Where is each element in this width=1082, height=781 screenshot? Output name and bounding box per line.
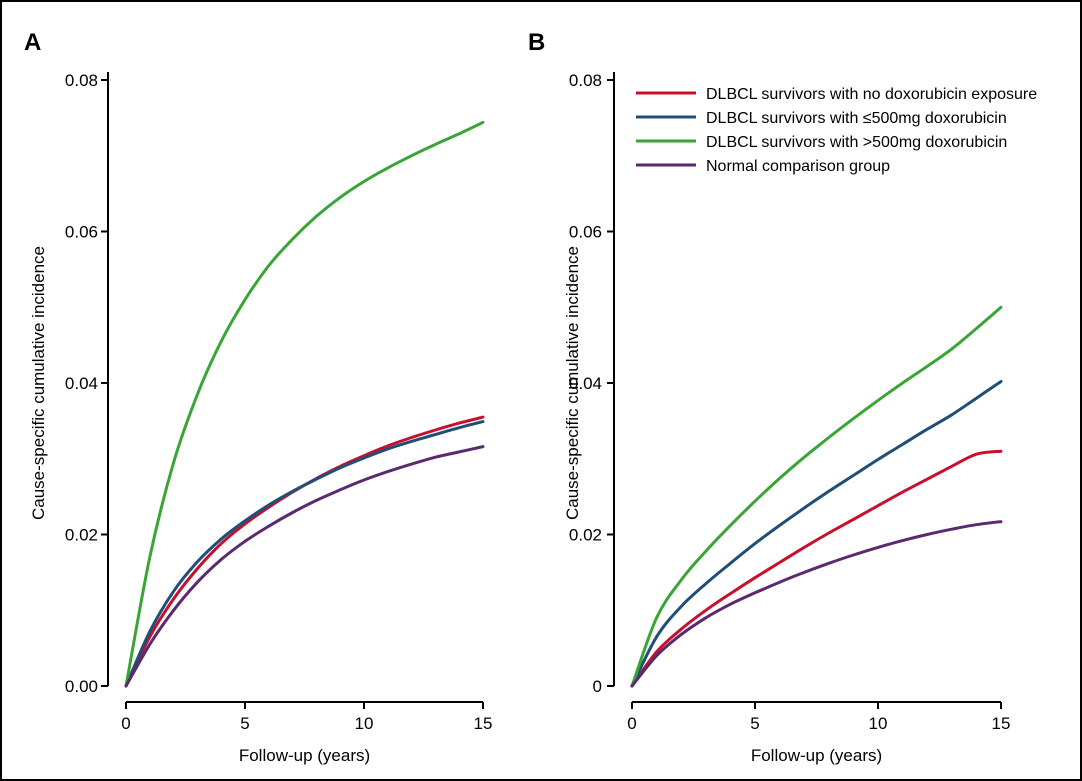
y-tick-label: 0.04	[65, 374, 98, 393]
y-tick-label: 0.00	[65, 677, 98, 696]
chart-panel-a: 0.00 0.02 0.04 0.06 0.08 0 5 10 15 Follow-up (yea…	[29, 71, 492, 765]
series-line-normal	[630, 520, 1003, 688]
y-axis-label: Cause-specific cumulative incidence	[29, 246, 48, 520]
x-tick-label: 0	[627, 714, 636, 733]
panel-label-a: A	[24, 29, 41, 56]
y-tick-label: 0.08	[65, 71, 98, 90]
series-line-normal	[124, 445, 485, 688]
x-tick-label: 10	[355, 714, 374, 733]
x-tick-label: 10	[869, 714, 888, 733]
x-tick-label: 15	[474, 714, 493, 733]
y-tick-label: 0.06	[569, 223, 602, 242]
series-line-gt500	[124, 120, 485, 688]
x-axis-label: Follow-up (years)	[751, 746, 882, 765]
series-line-no_dox	[630, 449, 1003, 688]
legend-label-le500: DLBCL survivors with ≤500mg doxorubicin	[706, 110, 1007, 127]
chart-panel-b: 0 0.02 0.04 0.06 0.08 0 5 10 15 Follow-up (years)…	[563, 71, 1037, 765]
x-tick-label: 5	[240, 714, 249, 733]
panel-label-b: B	[528, 29, 545, 56]
x-tick-label: 5	[750, 714, 759, 733]
series-line-gt500	[630, 305, 1003, 688]
series-line-le500	[124, 420, 485, 688]
y-tick-label: 0.08	[569, 71, 602, 90]
y-axis-label: Cause-specific cumulative incidence	[563, 246, 582, 520]
y-tick-label: 0	[593, 677, 602, 696]
y-tick-label: 0.06	[65, 223, 98, 242]
x-tick-label: 0	[121, 714, 130, 733]
legend-label-normal: Normal comparison group	[706, 158, 890, 175]
x-axis-label: Follow-up (years)	[239, 746, 370, 765]
legend-label-no_dox: DLBCL survivors with no doxorubicin expo…	[706, 86, 1037, 103]
series-line-le500	[630, 380, 1003, 688]
y-tick-label: 0.02	[65, 526, 98, 545]
legend-label-gt500: DLBCL survivors with >500mg doxorubicin	[706, 134, 1007, 151]
y-tick-label: 0.02	[569, 526, 602, 545]
x-tick-label: 15	[992, 714, 1011, 733]
y-tick-label: 0.04	[569, 374, 602, 393]
